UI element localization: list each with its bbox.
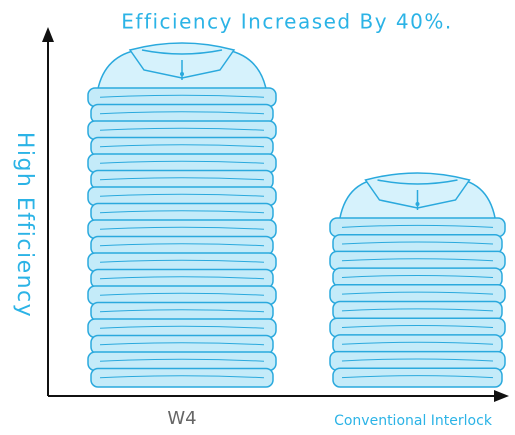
folded-layer: [90, 301, 274, 322]
shirt-stacks: [87, 42, 506, 388]
layer-fold: [341, 224, 494, 228]
layer-fold: [99, 276, 265, 280]
layer-fold: [99, 127, 265, 131]
folded-layer: [329, 350, 506, 372]
y-axis-arrow: [42, 27, 54, 42]
layer-fold: [99, 144, 265, 148]
layer-fold: [341, 325, 494, 329]
button: [415, 202, 420, 206]
folded-layer: [90, 169, 274, 190]
y-axis-label: High Efficiency: [12, 132, 37, 318]
folded-layer: [332, 367, 503, 388]
layer-fold: [99, 309, 265, 313]
layer-fold: [99, 94, 265, 98]
folded-layer: [87, 153, 277, 174]
layer-fold: [99, 111, 265, 115]
folded-layer: [329, 217, 506, 238]
folded-layer: [332, 267, 503, 288]
layer-fold: [341, 291, 494, 295]
folded-layer: [87, 186, 277, 207]
stack-label: W4: [167, 408, 196, 429]
folded-layer: [87, 285, 277, 306]
layer-fold: [99, 342, 265, 346]
layer-fold: [99, 325, 265, 329]
layer-fold: [99, 358, 265, 362]
folded-layer: [90, 235, 274, 256]
layer-fold: [99, 259, 265, 263]
folded-layer: [90, 268, 274, 289]
folded-layer: [90, 202, 274, 223]
folded-layer: [87, 87, 277, 108]
layer-fold: [99, 243, 265, 247]
folded-layer: [87, 351, 277, 372]
folded-layer: [332, 300, 503, 321]
folded-layer: [332, 233, 503, 255]
folded-layer: [87, 120, 277, 141]
folded-layer: [329, 284, 506, 305]
folded-layer: [332, 334, 503, 355]
layer-fold: [99, 193, 265, 197]
stack-label: Conventional Interlock: [334, 413, 493, 429]
layer-fold: [341, 341, 494, 345]
layer-fold: [341, 375, 494, 379]
collar-fold: [377, 179, 458, 210]
collar-fold: [141, 49, 223, 80]
layer-fold: [99, 226, 265, 230]
folded-layer: [87, 318, 277, 339]
folded-layer: [90, 367, 274, 388]
x-axis-arrow: [494, 390, 509, 402]
folded-layer: [87, 219, 277, 240]
folded-layer: [87, 252, 277, 273]
layer-fold: [99, 210, 265, 214]
layer-fold: [341, 358, 494, 362]
folded-layer: [90, 136, 274, 157]
layer-fold: [341, 258, 494, 262]
layer-fold: [341, 241, 494, 245]
folded-layer: [90, 334, 274, 355]
folded-layer: [329, 317, 506, 338]
layer-fold: [99, 177, 265, 181]
folded-layer: [329, 250, 506, 271]
layer-fold: [99, 292, 265, 296]
layer-fold: [341, 274, 494, 278]
layer-fold: [99, 375, 265, 379]
layer-fold: [341, 308, 494, 312]
layer-fold: [99, 160, 265, 164]
title: Efficiency Increased By 40%.: [121, 10, 452, 34]
button: [180, 72, 184, 76]
folded-layer: [90, 103, 274, 124]
